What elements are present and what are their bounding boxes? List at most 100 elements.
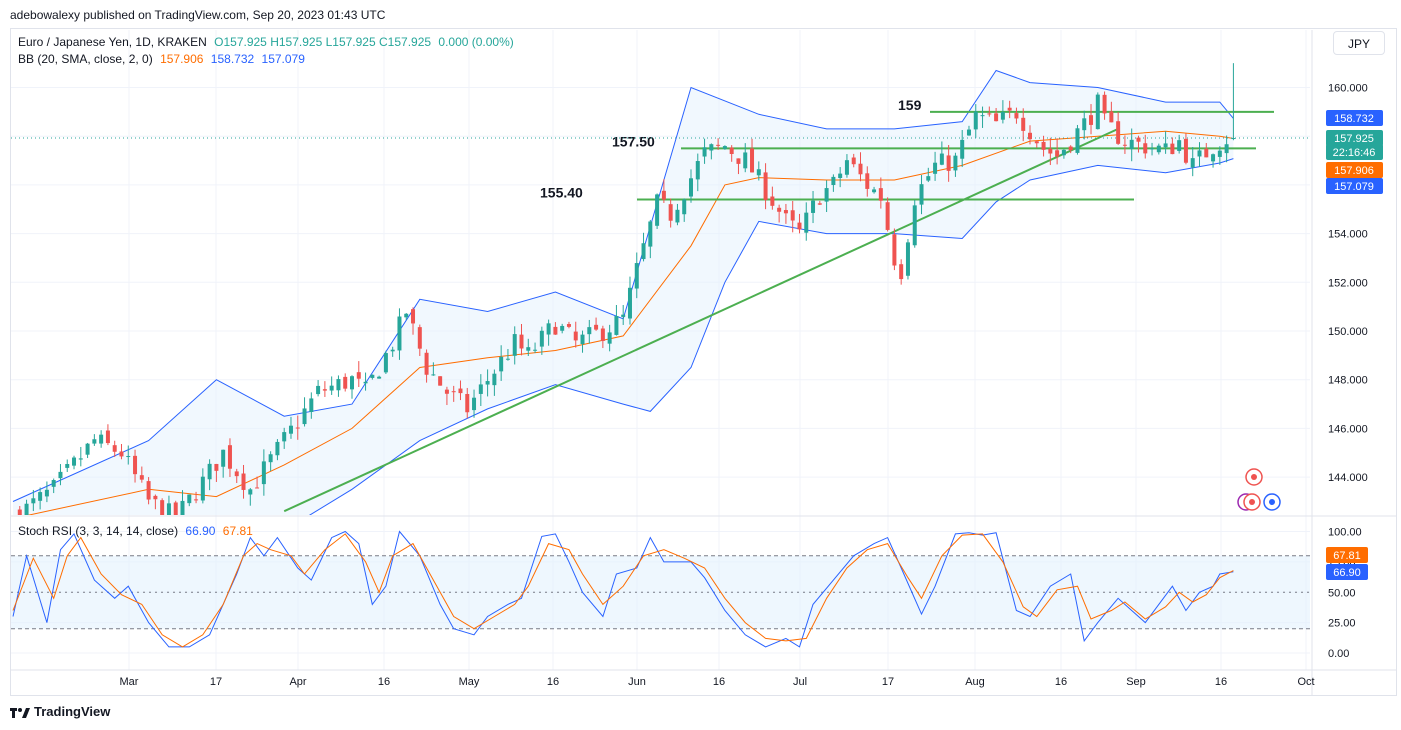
candle: [221, 449, 226, 478]
candle-body: [31, 498, 36, 504]
event-marker-icon[interactable]: [1263, 493, 1281, 511]
candle: [994, 108, 999, 122]
candle-body: [1190, 158, 1195, 168]
currency-button[interactable]: JPY: [1333, 31, 1385, 55]
time-tick-label: Jun: [628, 676, 646, 688]
candle: [926, 167, 931, 183]
candle: [336, 375, 341, 397]
candle-body: [1122, 144, 1127, 146]
candle: [512, 326, 517, 365]
candle: [560, 323, 565, 334]
candle-body: [655, 194, 660, 226]
bb-basis-value: 157.906: [160, 52, 204, 66]
candle-body: [295, 427, 300, 429]
candle: [343, 373, 348, 392]
time-tick-label: May: [459, 676, 480, 688]
marker-dot: [1269, 499, 1275, 505]
candle: [268, 451, 273, 472]
stoch-tick-label: 50.00: [1328, 587, 1356, 599]
candle: [1048, 137, 1053, 166]
candle-body: [343, 376, 348, 389]
candle-body: [1163, 143, 1168, 148]
candle-body: [797, 222, 802, 230]
event-marker-icon[interactable]: [1245, 468, 1263, 486]
price-axis-tag-text: 22:16:46: [1333, 147, 1376, 159]
candle-body: [553, 326, 558, 335]
candle-body: [770, 196, 775, 206]
candle: [1028, 125, 1032, 145]
high-value: H157.925: [270, 35, 323, 49]
candle-body: [1068, 146, 1073, 151]
candle-body: [390, 349, 395, 352]
candle-body: [634, 263, 639, 289]
candle-body: [350, 376, 354, 390]
candle-body: [939, 153, 944, 165]
event-marker-icon[interactable]: [1243, 493, 1261, 511]
change-value: 0.000 (0.00%): [438, 35, 514, 49]
bb-upper-line: [12, 69, 1234, 502]
candle: [831, 174, 836, 192]
candle: [533, 342, 538, 354]
time-tick-label: 16: [378, 676, 390, 688]
candle: [173, 500, 178, 515]
candle: [689, 169, 693, 203]
candle-body: [987, 113, 992, 115]
candle: [872, 186, 877, 194]
candle: [214, 463, 219, 482]
candle-body: [404, 313, 409, 318]
candle: [194, 491, 199, 504]
time-tick-label: 16: [713, 676, 725, 688]
candle-body: [200, 476, 205, 501]
candle: [973, 104, 978, 138]
candle: [770, 186, 775, 210]
candle: [817, 200, 822, 205]
candle-body: [146, 481, 151, 500]
candle: [139, 466, 144, 483]
candle-body: [526, 347, 531, 351]
candle-body: [1082, 118, 1087, 131]
candle-body: [1170, 143, 1175, 155]
candle: [668, 198, 673, 228]
candle-body: [377, 376, 382, 379]
candle-body: [322, 389, 327, 391]
bb-lower-line: [308, 158, 1234, 515]
footer-brand[interactable]: TradingView: [10, 704, 110, 719]
candle-body: [166, 503, 171, 515]
candle: [519, 324, 524, 356]
candle: [1095, 92, 1100, 130]
candle-body: [546, 323, 551, 335]
candle-body: [763, 172, 768, 200]
candle: [851, 153, 856, 168]
candle-body: [1109, 111, 1114, 123]
candle: [227, 438, 232, 477]
candle: [65, 459, 70, 472]
candle: [105, 424, 110, 446]
candle-body: [878, 188, 883, 201]
time-tick-label: 17: [210, 676, 222, 688]
candle: [200, 468, 205, 504]
candle-body: [370, 374, 375, 378]
candle: [1102, 91, 1107, 120]
candle: [472, 389, 477, 418]
candle-body: [194, 499, 199, 501]
candle-body: [756, 169, 761, 176]
candle: [1041, 135, 1046, 157]
candle-body: [153, 495, 158, 500]
candle-body: [17, 509, 22, 515]
candle: [634, 252, 639, 299]
candle-body: [919, 184, 924, 205]
candle-body: [933, 162, 938, 174]
candle-body: [1116, 121, 1121, 144]
candle: [1156, 143, 1161, 155]
candle-body: [1034, 141, 1039, 144]
candle-body: [702, 147, 707, 157]
price-axis-tag-bg: [1326, 130, 1383, 146]
price-tick-label: 150.000: [1328, 326, 1368, 338]
candle-body: [641, 243, 646, 260]
candle: [24, 499, 29, 515]
candle: [458, 380, 463, 401]
candle: [363, 372, 368, 391]
candle: [492, 369, 497, 396]
trend-line: [283, 127, 1119, 513]
